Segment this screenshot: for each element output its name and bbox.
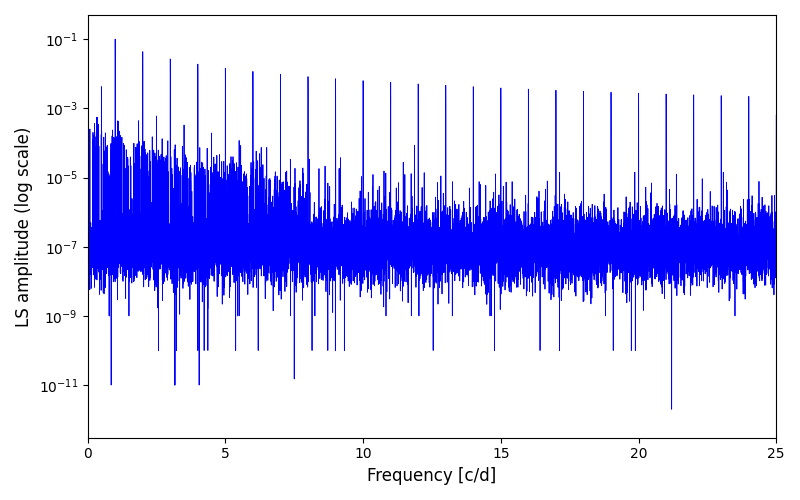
X-axis label: Frequency [c/d]: Frequency [c/d] [367, 467, 497, 485]
Y-axis label: LS amplitude (log scale): LS amplitude (log scale) [15, 126, 33, 326]
